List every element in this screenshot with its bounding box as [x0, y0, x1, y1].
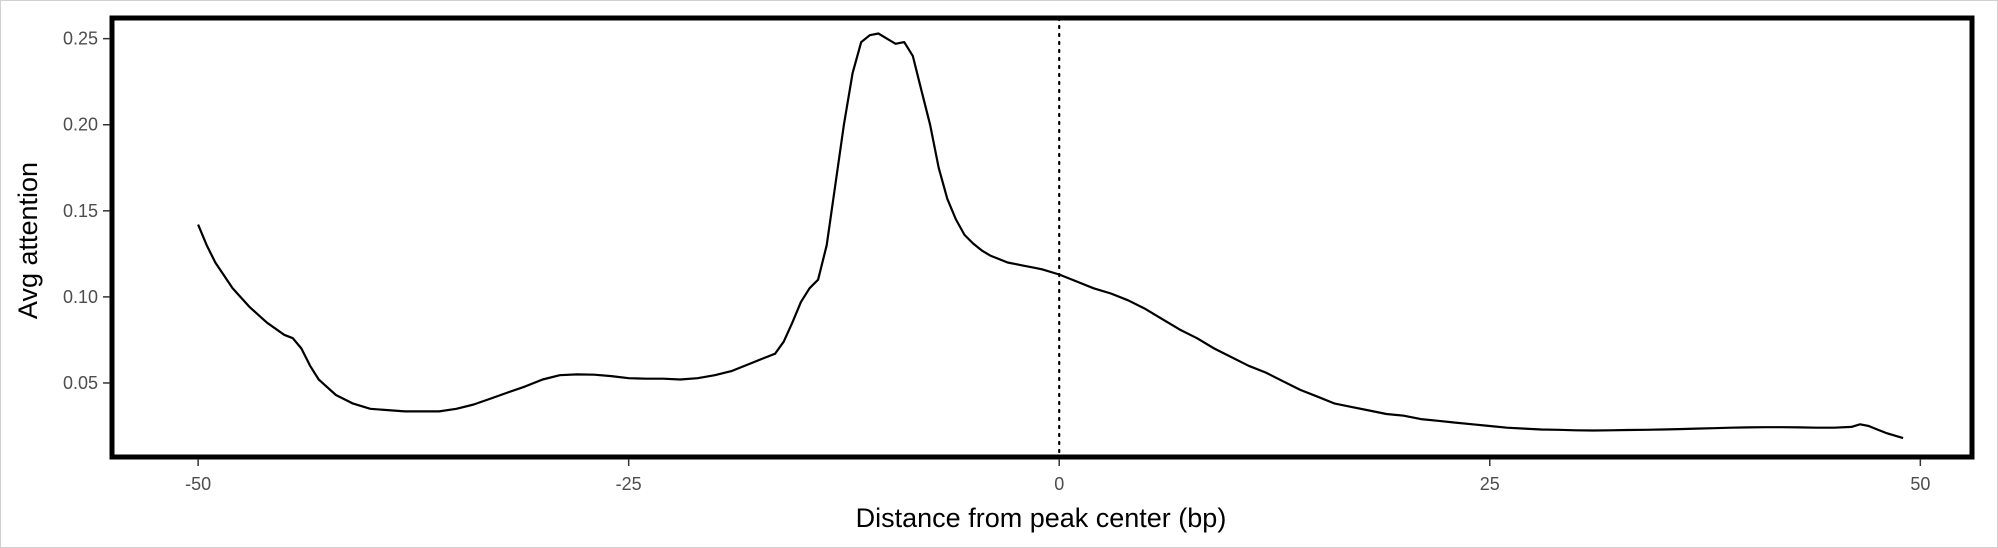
y-tick-label: 0.25: [63, 29, 98, 49]
x-tick-label: 25: [1480, 474, 1500, 494]
plot-area: [109, 15, 1975, 460]
x-axis-title: Distance from peak center (bp): [856, 503, 1227, 533]
y-axis: 0.05 0.10 0.15 0.20 0.25: [63, 29, 110, 393]
x-tick-label: -25: [616, 474, 642, 494]
series-line-0: [197, 32, 1904, 440]
x-tick-label: 50: [1910, 474, 1930, 494]
y-tick-label: 0.15: [63, 201, 98, 221]
x-tick-label: 0: [1054, 474, 1064, 494]
x-tick-label: -50: [185, 474, 211, 494]
panel-border: [109, 15, 1975, 460]
x-axis: -50 -25 0 25 50: [185, 459, 1930, 494]
y-tick-label: 0.10: [63, 287, 98, 307]
y-axis-title: Avg attention: [13, 162, 43, 319]
y-tick-label: 0.05: [63, 373, 98, 393]
y-tick-label: 0.20: [63, 115, 98, 135]
